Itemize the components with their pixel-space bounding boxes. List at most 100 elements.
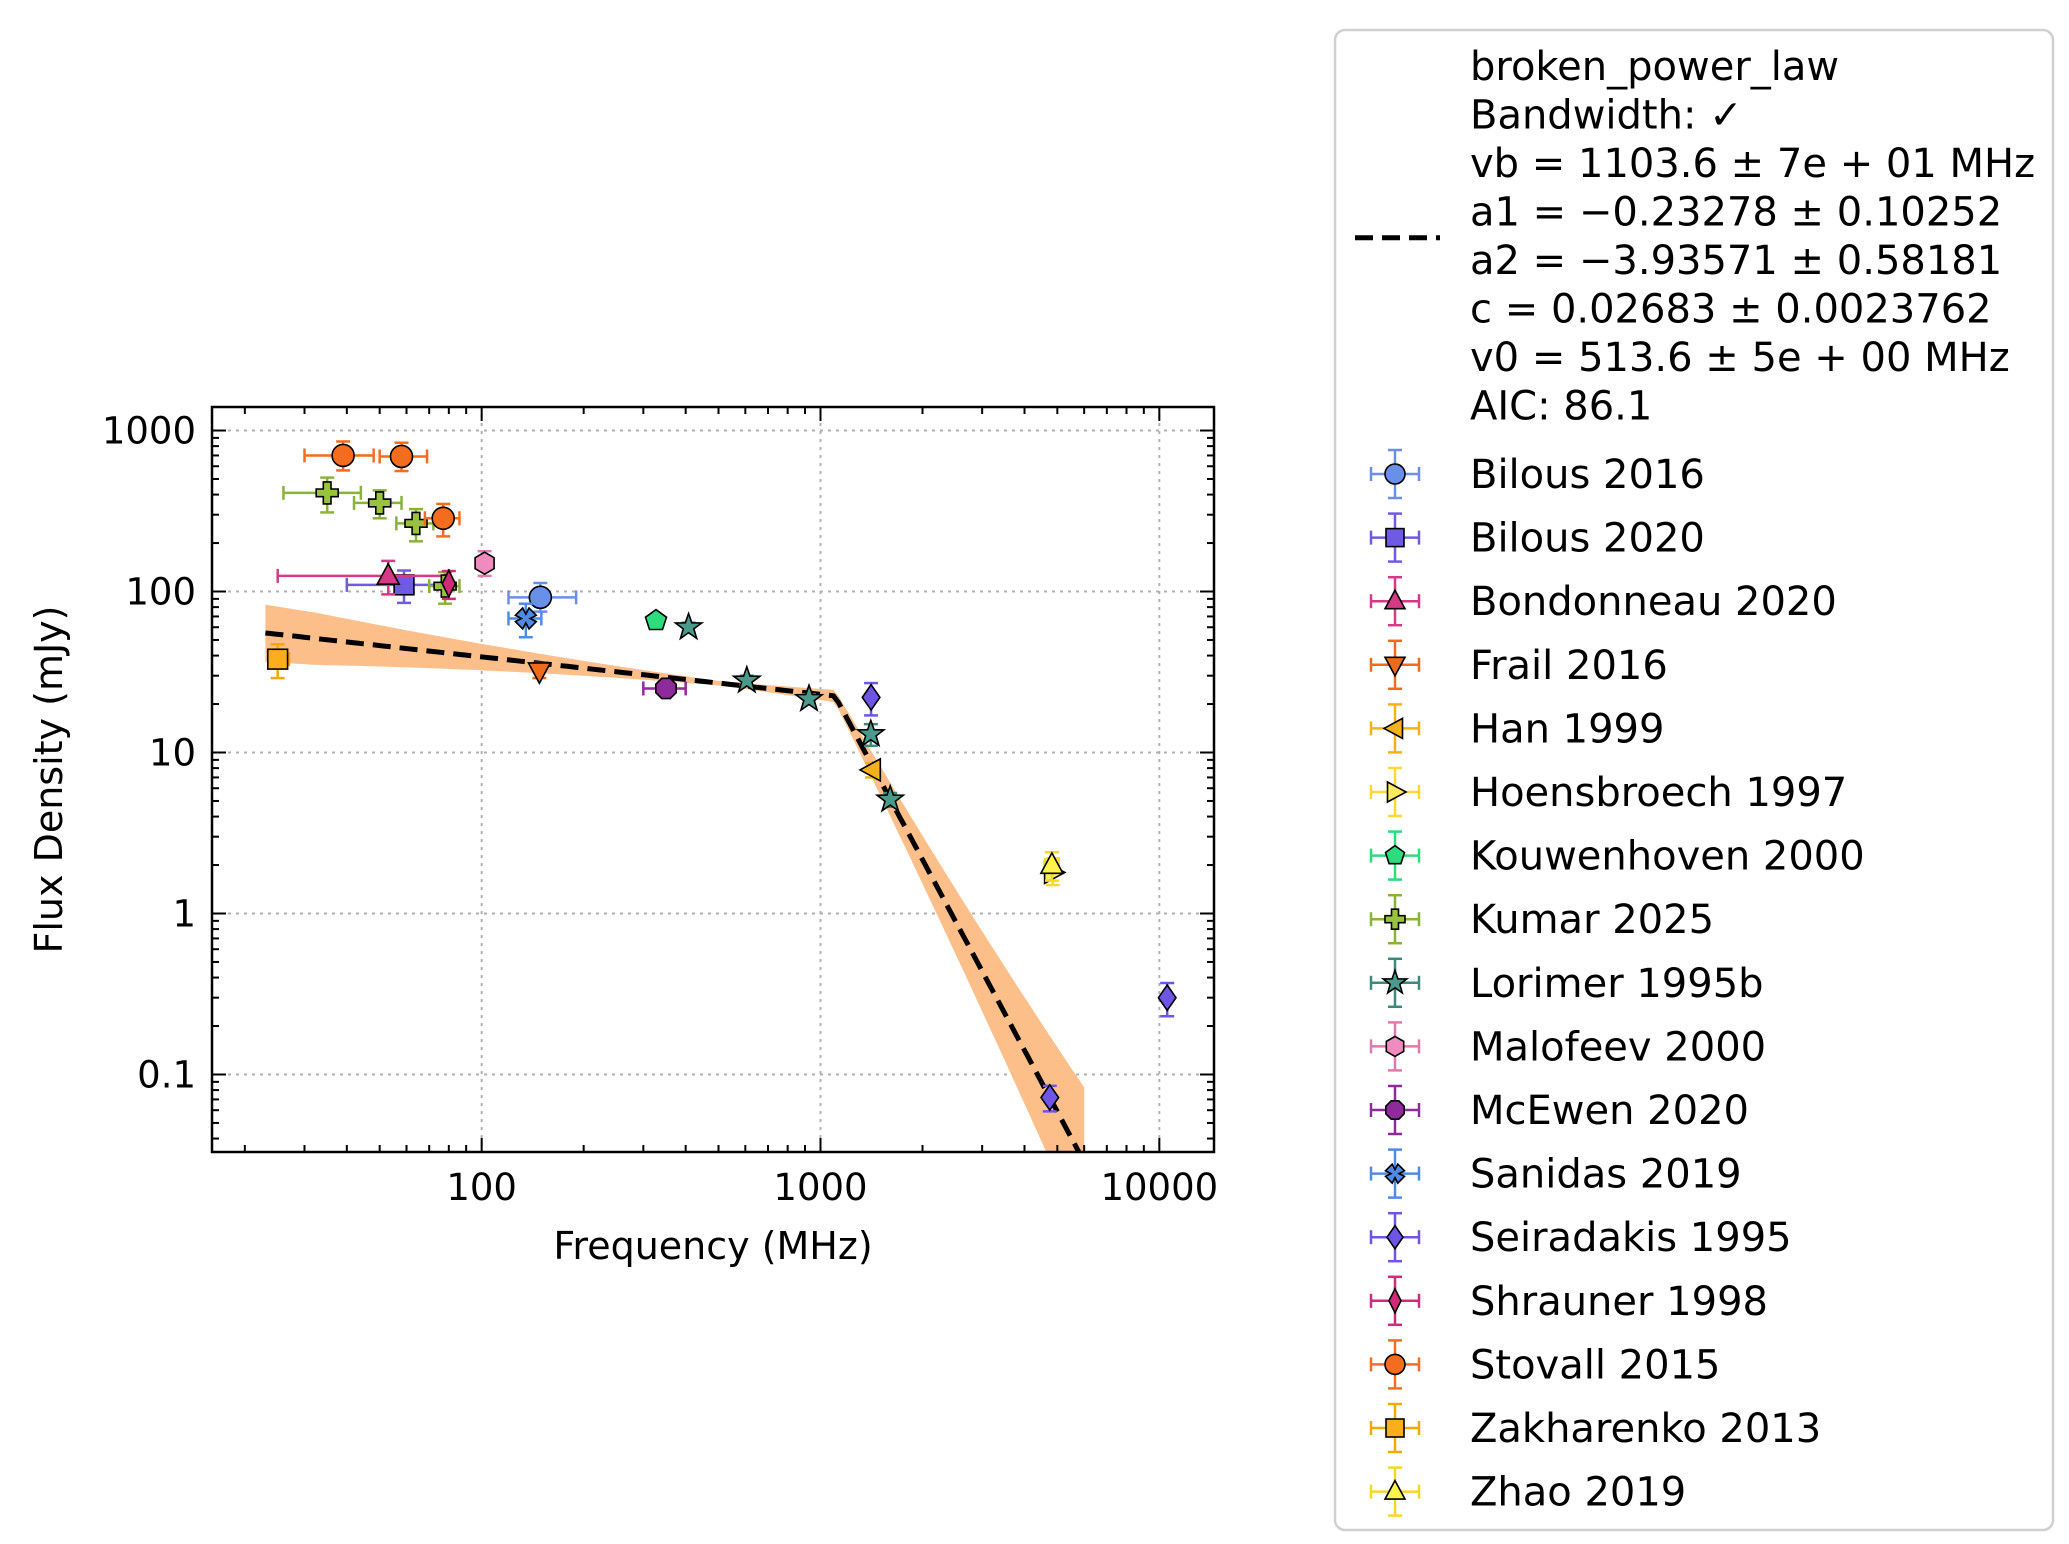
legend-entry: Han 1999 — [1369, 703, 1664, 754]
legend-label: Bilous 2020 — [1470, 516, 1705, 562]
legend-label: Kouwenhoven 2000 — [1470, 834, 1865, 880]
data-point — [673, 611, 705, 641]
legend-fit-line: broken_power_law — [1470, 44, 1839, 90]
data-point — [441, 568, 457, 599]
legend-marker — [1384, 463, 1406, 485]
y-tick-label: 1000 — [102, 410, 196, 453]
legend-entry: Shrauner 1998 — [1369, 1275, 1768, 1327]
series-10 — [642, 677, 687, 700]
series-12 — [861, 681, 1177, 1113]
data-point — [375, 562, 401, 586]
legend-fit-line: a1 = −0.23278 ± 0.10252 — [1470, 190, 2002, 236]
legend-marker — [1384, 844, 1406, 865]
data-point — [266, 648, 289, 670]
series-2 — [276, 559, 451, 596]
legend-box — [1333, 28, 2055, 1532]
data-point — [389, 444, 414, 469]
legend-entry: Zhao 2019 — [1369, 1466, 1686, 1517]
legend-label: Frail 2016 — [1470, 643, 1668, 689]
legend-entry: Stovall 2015 — [1369, 1339, 1720, 1390]
legend-label: Kumar 2025 — [1470, 897, 1714, 943]
data-point — [731, 664, 763, 694]
data-point — [874, 783, 906, 813]
legend-entry: Frail 2016 — [1369, 639, 1668, 691]
legend-label: Zhao 2019 — [1470, 1470, 1686, 1516]
legend-label: McEwen 2020 — [1470, 1088, 1749, 1134]
legend-entry: Zakharenko 2013 — [1369, 1402, 1821, 1454]
legend-label: Zakharenko 2013 — [1470, 1406, 1821, 1452]
data-point — [1157, 983, 1177, 1012]
legend-entry: Hoensbroech 1997 — [1369, 766, 1847, 818]
legend-fit-line: c = 0.02683 ± 0.0023762 — [1470, 287, 1992, 333]
data-point — [474, 551, 495, 576]
data-point — [855, 717, 887, 748]
legend-marker — [1385, 1035, 1405, 1058]
data-point — [861, 683, 881, 712]
legend-label: Lorimer 1995b — [1470, 961, 1764, 1007]
legend-marker — [1383, 1478, 1407, 1500]
x-tick-label: 10000 — [1100, 1166, 1218, 1209]
legend-entry: Seiradakis 1995 — [1369, 1211, 1792, 1263]
legend-fit-line: AIC: 86.1 — [1470, 384, 1652, 430]
legend-marker — [1384, 1353, 1406, 1376]
data-point — [404, 511, 428, 536]
series-4 — [858, 757, 882, 783]
legend-label: Sanidas 2019 — [1470, 1152, 1742, 1198]
data-point — [315, 481, 340, 505]
legend-marker — [1384, 908, 1406, 931]
legend-entry: Bilous 2020 — [1369, 512, 1705, 563]
x-axis-label: Frequency (MHz) — [553, 1224, 872, 1268]
y-tick-label: 0.1 — [137, 1053, 196, 1096]
plot-area — [212, 407, 1214, 1152]
legend-entry: Kumar 2025 — [1369, 893, 1714, 945]
legend-marker — [1386, 1224, 1404, 1251]
grid — [212, 407, 1214, 1152]
legend-fit-line: vb = 1103.6 ± 7e + 01 MHz — [1470, 141, 2035, 187]
data-point — [514, 606, 538, 631]
plot-inner — [212, 407, 1214, 1152]
legend-entry: Sanidas 2019 — [1369, 1148, 1742, 1199]
legend-marker — [1385, 527, 1405, 548]
data-point — [431, 506, 456, 531]
series-14 — [303, 440, 461, 538]
series-15 — [266, 643, 291, 680]
legend-entry: Lorimer 1995b — [1369, 957, 1764, 1009]
legend-marker — [1380, 967, 1410, 995]
y-axis-label: Flux Density (mJy) — [27, 606, 71, 954]
x-tick-label: 1000 — [773, 1166, 867, 1209]
data-point — [644, 608, 668, 631]
legend-label: Seiradakis 1995 — [1470, 1215, 1792, 1261]
legend-label: Han 1999 — [1470, 706, 1664, 752]
y-tick-label: 10 — [149, 732, 196, 775]
legend-entry: Kouwenhoven 2000 — [1369, 830, 1865, 881]
legend-entry: McEwen 2020 — [1369, 1084, 1749, 1136]
legend-marker — [1383, 656, 1407, 678]
data-point — [331, 443, 355, 468]
axes: 100 1000 10000 0.1 1 10 100 1000 Frequency (MHz)… — [27, 405, 1218, 1268]
data-point — [367, 491, 392, 515]
series-16 — [1039, 851, 1065, 882]
data-point — [1040, 1083, 1060, 1112]
data-point — [858, 757, 882, 783]
fit-uncertainty-band — [265, 604, 1085, 1152]
legend-marker — [1388, 1287, 1402, 1315]
series-9 — [474, 549, 495, 578]
data-point — [528, 585, 553, 610]
legend-label: Stovall 2015 — [1470, 1342, 1720, 1388]
legend-label: Malofeev 2000 — [1470, 1024, 1766, 1070]
y-tick-label: 1 — [172, 892, 196, 935]
legend-fit-line: a2 = −3.93571 ± 0.58181 — [1470, 238, 2002, 284]
legend-label: Bilous 2016 — [1470, 452, 1705, 498]
legend-fit-line: v0 = 513.6 ± 5e + 00 MHz — [1470, 335, 2010, 381]
series-3 — [527, 661, 552, 685]
series-0 — [507, 581, 578, 613]
fit-line — [265, 630, 1082, 1152]
legend-label: Hoensbroech 1997 — [1470, 770, 1847, 816]
y-tick-label: 100 — [125, 571, 196, 614]
x-tick-label: 100 — [446, 1166, 517, 1209]
legend-marker — [1382, 717, 1404, 740]
data-point — [1039, 851, 1065, 875]
plot-frame — [210, 405, 1216, 1154]
